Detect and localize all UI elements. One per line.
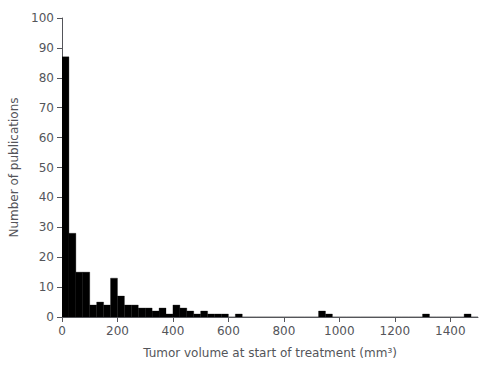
svg-text:90: 90 <box>39 41 54 55</box>
svg-text:50: 50 <box>39 161 54 175</box>
svg-text:30: 30 <box>39 220 54 234</box>
svg-text:40: 40 <box>39 190 54 204</box>
svg-text:Number of publications: Number of publications <box>7 97 21 237</box>
svg-text:200: 200 <box>106 324 129 338</box>
svg-text:800: 800 <box>272 324 295 338</box>
svg-text:Tumor volume at start of treat: Tumor volume at start of treatment (mm³) <box>142 346 397 360</box>
svg-text:80: 80 <box>39 71 54 85</box>
svg-text:100: 100 <box>31 11 54 25</box>
svg-text:0: 0 <box>58 324 66 338</box>
svg-text:60: 60 <box>39 131 54 145</box>
svg-text:10: 10 <box>39 280 54 294</box>
svg-text:0: 0 <box>46 310 54 324</box>
svg-text:1200: 1200 <box>380 324 411 338</box>
svg-text:600: 600 <box>217 324 240 338</box>
svg-text:70: 70 <box>39 101 54 115</box>
svg-text:1000: 1000 <box>324 324 355 338</box>
svg-text:20: 20 <box>39 250 54 264</box>
svg-text:400: 400 <box>161 324 184 338</box>
svg-text:1400: 1400 <box>435 324 466 338</box>
